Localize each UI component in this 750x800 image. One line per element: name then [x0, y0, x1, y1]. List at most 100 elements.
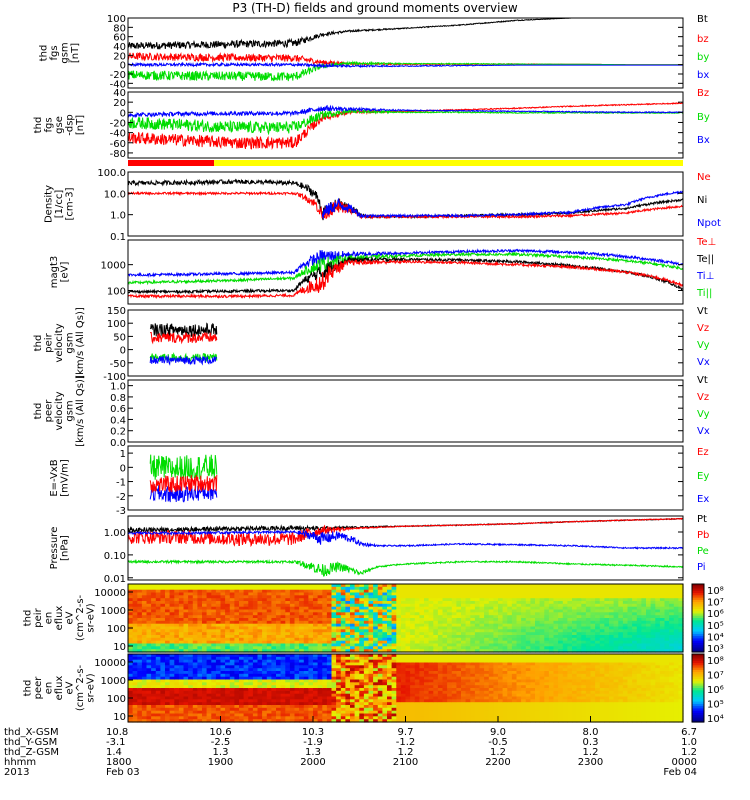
spectrogram-cell [165, 620, 171, 625]
spectrogram-cell [313, 640, 319, 645]
spectrogram-cell [613, 598, 619, 602]
spectrogram-cell [655, 646, 661, 650]
legend-By: By [697, 112, 710, 123]
spectrogram-cell [192, 632, 198, 636]
spectrogram-cell [368, 646, 374, 650]
spectrogram-cell [160, 586, 166, 591]
spectrogram-cell [146, 676, 152, 681]
spectrogram-cell [400, 603, 407, 608]
spectrogram-cell [544, 646, 550, 650]
spectrogram-cell [377, 598, 383, 602]
spectrogram-cell [128, 705, 134, 709]
legend-Vx: Vx [697, 357, 710, 368]
spectrogram-cell [447, 685, 453, 689]
spectrogram-cell [664, 637, 670, 642]
spectrogram-cell [447, 673, 453, 678]
spectrogram-cell [294, 707, 300, 712]
spectrogram-cell [188, 598, 194, 602]
spectrogram-cell [313, 671, 319, 675]
spectrogram-cell [299, 643, 305, 647]
spectrogram-cell [289, 629, 296, 633]
spectrogram-cell [659, 637, 666, 642]
spectrogram-cell [294, 699, 300, 703]
spectrogram-cell [313, 654, 319, 658]
spectrogram-cell [382, 629, 388, 633]
spectrogram-cell [493, 632, 499, 636]
spectrogram-cell [391, 685, 397, 689]
spectrogram-cell [391, 589, 397, 594]
spectrogram-cell [206, 618, 212, 622]
spectrogram-cell [451, 699, 457, 703]
spectrogram-cell [451, 707, 457, 712]
spectrogram-cell [137, 710, 143, 715]
spectrogram-cell [248, 713, 254, 717]
spectrogram-cell [410, 586, 416, 591]
spectrogram-cell [340, 584, 346, 588]
spectrogram-cell [262, 603, 268, 608]
spectrogram-cell [414, 682, 420, 686]
colorbar-cell [692, 622, 704, 626]
spectrogram-cell [280, 656, 286, 661]
spectrogram-cell [220, 584, 226, 588]
spectrogram-cell [271, 685, 277, 689]
spectrogram-cell [331, 629, 337, 633]
colorbar-cell [692, 588, 704, 592]
spectrogram-cell [211, 640, 217, 645]
spectrogram-cell [151, 601, 157, 605]
spectrogram-cell [206, 662, 212, 666]
spectrogram-cell [382, 719, 388, 723]
spectrogram-cell [243, 682, 249, 686]
spectrogram-cell [632, 609, 638, 613]
spectrogram-cell [428, 719, 434, 723]
spectrogram-cell [128, 615, 134, 619]
spectrogram-cell [562, 640, 568, 645]
spectrogram-cell [280, 595, 286, 599]
spectrogram-cell [202, 693, 208, 698]
spectrogram-cell [428, 671, 434, 675]
spectrogram-cell [377, 632, 383, 636]
spectrogram-cell [211, 682, 217, 686]
spectrogram-cell [391, 643, 397, 647]
spectrogram-cell [442, 693, 448, 698]
spectrogram-cell [391, 662, 397, 666]
spectrogram-cell [539, 640, 545, 645]
spectrogram-cell [350, 598, 356, 602]
spectrogram-cell [313, 598, 319, 602]
spectrogram-cell [202, 696, 208, 700]
spectrogram-cell [641, 649, 647, 653]
spectrogram-cell [382, 705, 388, 709]
spectrogram-cell [243, 626, 249, 630]
spectrogram-cell [447, 656, 453, 661]
spectrogram-cell [303, 615, 309, 619]
spectrogram-cell [285, 702, 291, 706]
spectrogram-cell [622, 646, 629, 650]
spectrogram-cell [474, 646, 481, 650]
spectrogram-cell [479, 586, 485, 591]
spectrogram-cell [326, 649, 333, 653]
spectrogram-cell [382, 676, 388, 681]
legend-Ti: Ti|| [696, 288, 712, 299]
spectrogram-cell [437, 612, 444, 616]
spectrogram-cell [447, 612, 453, 616]
spectrogram-cell [391, 710, 397, 715]
spectrogram-cell [507, 598, 513, 602]
spectrogram-cell [498, 626, 504, 630]
spectrogram-cell [400, 615, 407, 619]
spectrogram-cell [243, 688, 249, 692]
spectrogram-cell [336, 635, 342, 639]
spectrogram-cell [178, 589, 185, 594]
spectrogram-cell [456, 592, 462, 596]
spectrogram-cell [484, 586, 490, 591]
spectrogram-cell [428, 688, 434, 692]
spectrogram-cell [659, 620, 666, 625]
spectrogram-cell [604, 632, 610, 636]
spectrogram-cell [424, 671, 430, 675]
spectrogram-cell [465, 595, 471, 599]
spectrogram-cell [410, 606, 416, 611]
spectrogram-cell [502, 632, 508, 636]
spectrogram-cell [331, 595, 337, 599]
spectrogram-cell [248, 656, 254, 661]
spectrogram-cell [359, 671, 365, 675]
spectrogram-cell [484, 626, 490, 630]
spectrogram-cell [289, 612, 296, 616]
